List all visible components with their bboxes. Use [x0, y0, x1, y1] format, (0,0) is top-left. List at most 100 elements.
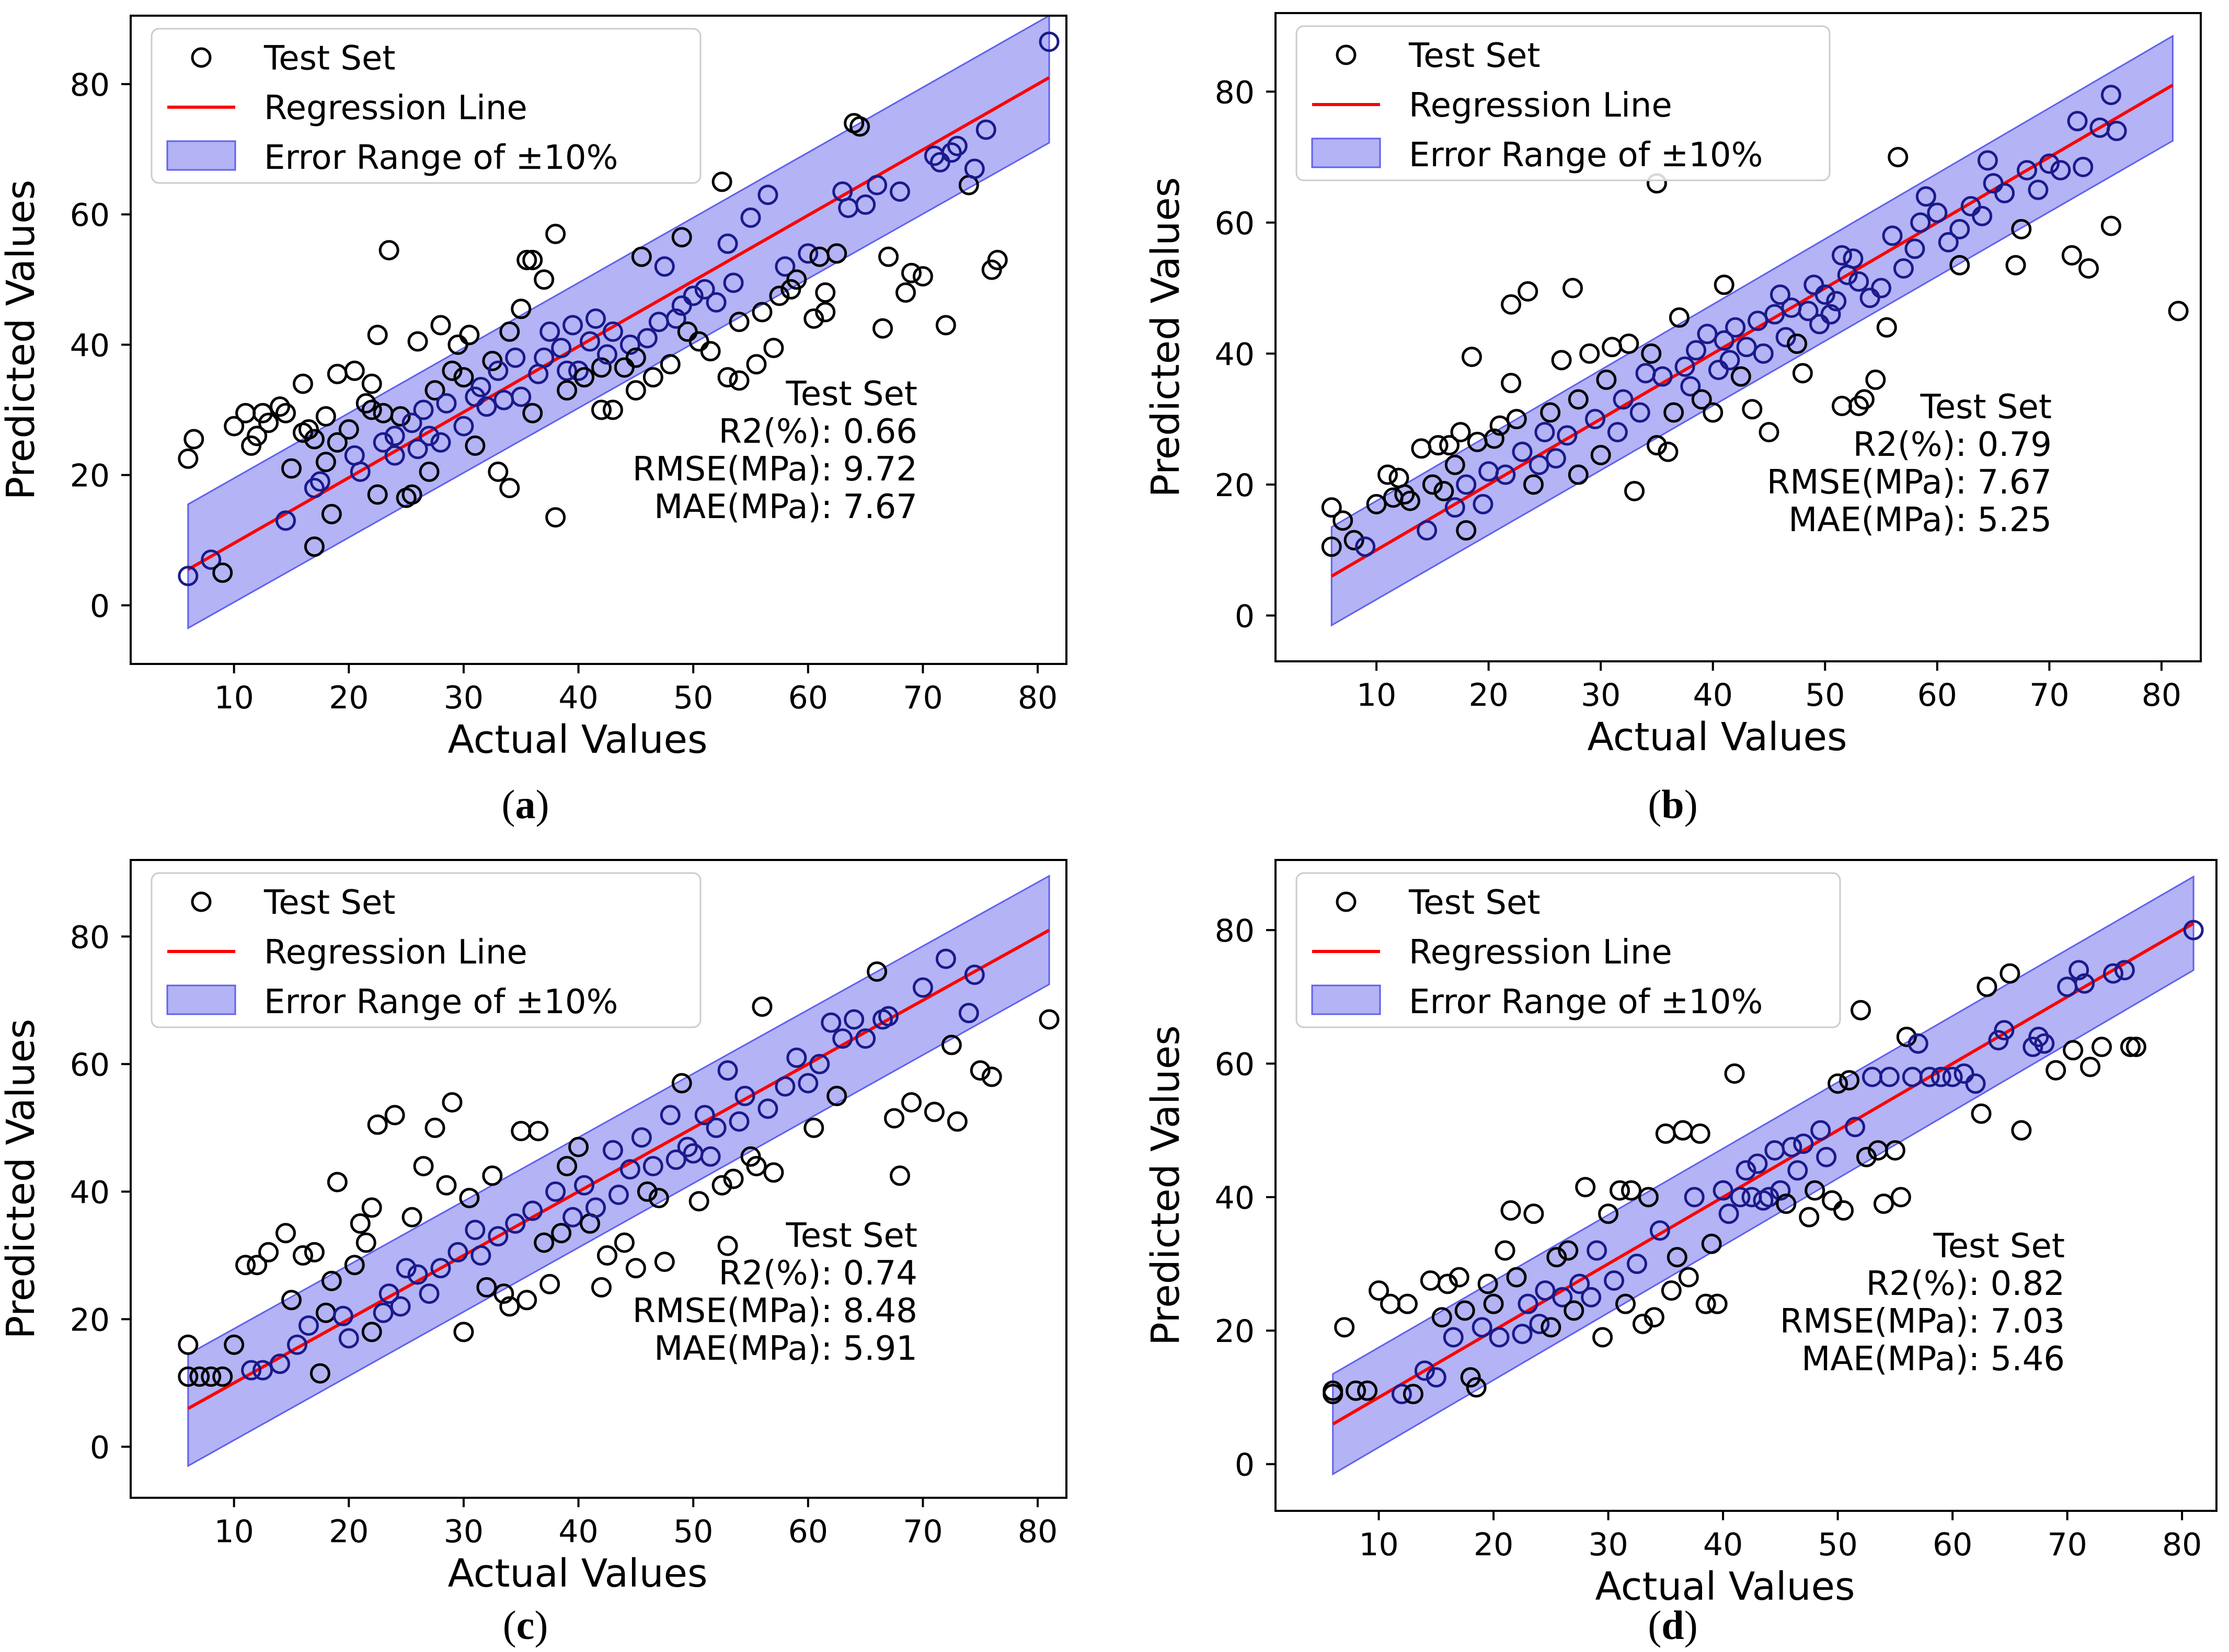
- data-point: [1357, 1380, 1378, 1401]
- legend-label: Test Set: [1408, 884, 1540, 922]
- x-tick-label: 50: [1818, 1527, 1857, 1563]
- data-point: [1512, 1324, 1533, 1345]
- data-point: [1540, 402, 1561, 423]
- data-point: [1380, 1293, 1401, 1314]
- data-point: [717, 1235, 738, 1256]
- data-point: [1971, 1103, 1992, 1124]
- data-point: [1747, 1153, 1768, 1174]
- data-point: [562, 315, 583, 336]
- scatter-points: [178, 948, 1060, 1387]
- stats-line: MAE(MPa): 5.91: [654, 1329, 917, 1368]
- x-tick-label: 40: [1693, 677, 1733, 714]
- stats-line: RMSE(MPa): 9.72: [633, 450, 917, 489]
- data-point: [711, 1175, 732, 1196]
- data-point: [1512, 441, 1533, 462]
- x-tick-label: 20: [329, 680, 369, 716]
- data-point: [958, 1003, 979, 1024]
- data-point: [1587, 1240, 1607, 1261]
- data-point: [1652, 366, 1673, 387]
- x-tick-label: 80: [1018, 1513, 1058, 1550]
- data-point: [1534, 422, 1555, 443]
- data-point: [1626, 1254, 1647, 1275]
- data-point: [281, 458, 302, 479]
- data-point: [987, 249, 1008, 270]
- data-point: [361, 373, 382, 394]
- data-point: [763, 338, 784, 359]
- data-point: [488, 360, 509, 381]
- chart-panel-a: 10 20 30 40 50 60 70 80 0 20 40 60 80 Actual Values Pr…: [0, 14, 1067, 762]
- data-point: [964, 965, 985, 985]
- legend-label: Regression Line: [264, 89, 527, 128]
- y-tick-label: 20: [70, 1302, 110, 1338]
- data-point: [786, 269, 807, 290]
- data-point: [1568, 389, 1589, 410]
- data-point: [309, 471, 330, 492]
- data-point: [338, 419, 359, 440]
- data-point: [1977, 150, 1998, 171]
- data-point: [935, 948, 956, 969]
- legend-box: [1295, 872, 1841, 1028]
- data-point: [551, 1223, 572, 1244]
- data-point: [1672, 1120, 1693, 1141]
- data-point: [1714, 330, 1734, 351]
- data-point: [1730, 366, 1751, 387]
- data-point: [844, 1009, 865, 1030]
- data-point: [1394, 484, 1415, 505]
- data-point: [2050, 160, 2071, 181]
- data-point: [424, 1117, 445, 1138]
- data-point: [1759, 422, 1779, 443]
- data-point: [1910, 212, 1931, 233]
- data-point: [2061, 245, 2082, 266]
- data-point: [642, 367, 663, 388]
- data-point: [419, 1283, 440, 1304]
- x-tick-label: 50: [673, 1513, 713, 1550]
- data-point: [1613, 389, 1634, 410]
- data-point: [275, 510, 296, 531]
- data-point: [201, 1366, 222, 1387]
- x-tick-label: 10: [1359, 1527, 1398, 1563]
- data-point: [1506, 409, 1527, 430]
- y-tick-label: 40: [70, 1174, 110, 1211]
- data-point: [465, 1220, 486, 1241]
- y-tick-label: 60: [1215, 1046, 1255, 1083]
- data-point: [1805, 1180, 1825, 1201]
- data-point: [608, 1185, 629, 1205]
- x-tick-label: 60: [788, 1513, 828, 1550]
- data-point: [361, 1197, 382, 1218]
- data-point: [1366, 494, 1387, 514]
- data-point: [534, 1232, 555, 1253]
- data-point: [723, 1168, 744, 1189]
- x-tick-label: 50: [1805, 677, 1845, 714]
- data-point: [878, 1006, 899, 1027]
- data-point: [476, 1277, 497, 1298]
- x-axis-label: Actual Values: [1587, 715, 1847, 760]
- data-point: [849, 116, 870, 137]
- data-point: [947, 1111, 968, 1132]
- data-point: [407, 439, 428, 460]
- data-point: [717, 367, 738, 388]
- stats-line: RMSE(MPa): 7.67: [1767, 463, 2052, 502]
- data-point: [1444, 454, 1465, 475]
- stats-line: R2(%): 0.66: [719, 412, 917, 451]
- data-point: [1736, 1160, 1756, 1181]
- data-point: [1564, 1300, 1584, 1321]
- data-point: [344, 360, 365, 381]
- data-point: [1759, 1187, 1779, 1208]
- x-tick-label: 60: [1917, 677, 1957, 714]
- x-tick-label: 10: [1357, 677, 1396, 714]
- data-point: [367, 325, 388, 346]
- data-point: [1607, 422, 1628, 443]
- data-point: [1596, 369, 1617, 390]
- data-point: [1552, 1287, 1573, 1307]
- data-point: [867, 961, 888, 982]
- data-point: [602, 321, 623, 342]
- x-tick-label: 60: [788, 680, 828, 716]
- data-point: [545, 507, 566, 528]
- data-point: [1822, 1190, 1843, 1211]
- data-point: [384, 1105, 405, 1126]
- data-point: [1483, 1293, 1504, 1314]
- data-point: [1690, 1123, 1710, 1144]
